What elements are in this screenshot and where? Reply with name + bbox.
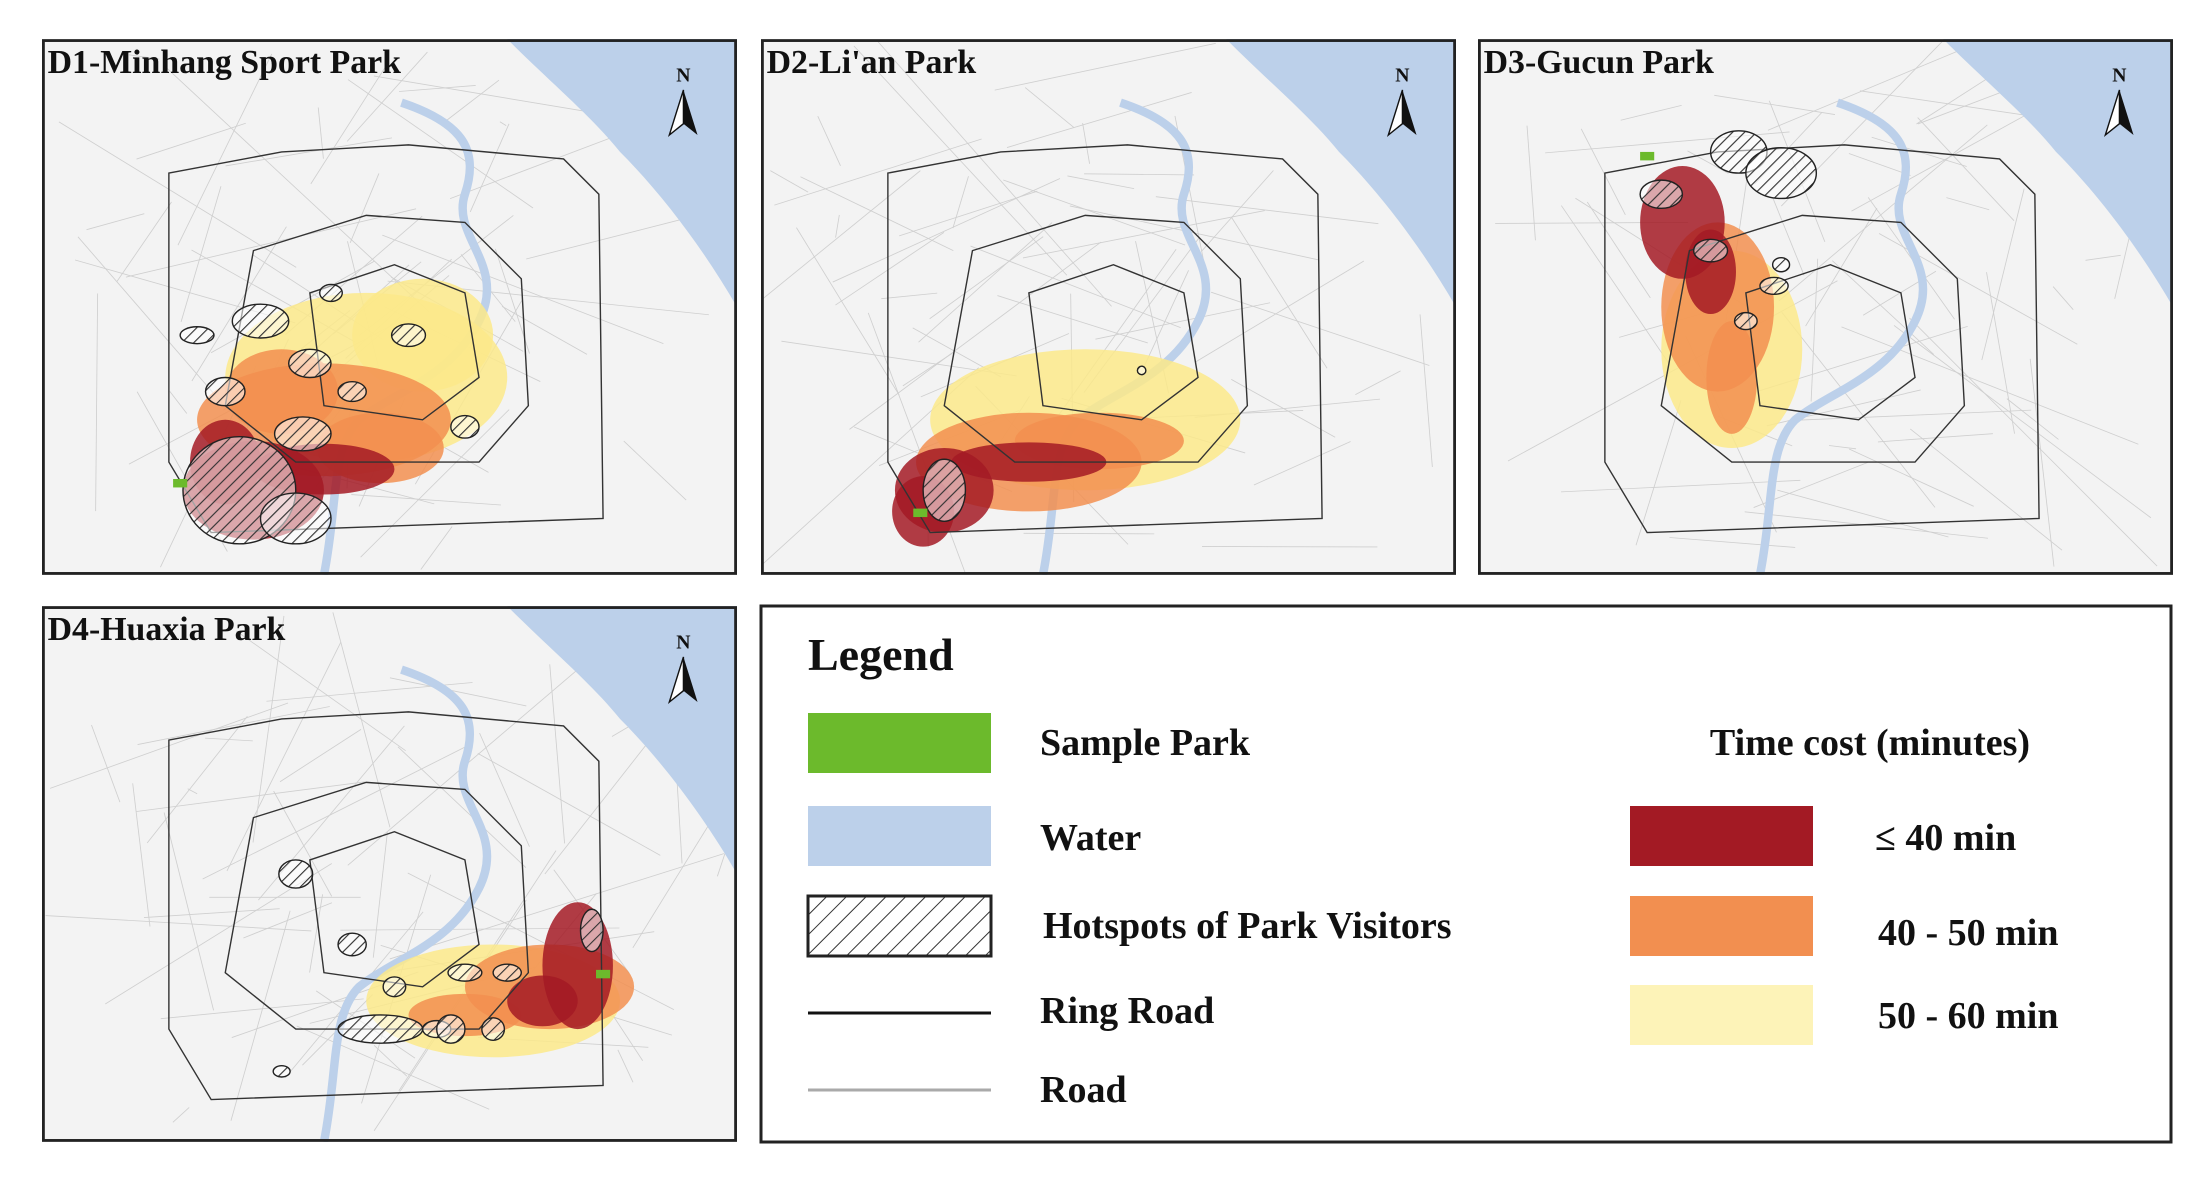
hotspot: [275, 417, 331, 451]
legend-label: Hotspots of Park Visitors: [1043, 905, 1452, 947]
hotspot: [1735, 313, 1758, 330]
road: [1202, 546, 1377, 547]
swatch-hotspot: [808, 896, 991, 956]
north-label: N: [676, 64, 690, 86]
hotspot: [1137, 366, 1145, 374]
swatch-40: [1630, 806, 1813, 866]
panel-title: D1-Minhang Sport Park: [48, 44, 402, 81]
swatch-60: [1630, 985, 1813, 1045]
hotspot: [338, 933, 366, 956]
sample-park: [913, 509, 927, 517]
hotspot: [232, 304, 288, 338]
legend-label: Ring Road: [1040, 990, 1214, 1032]
hotspot: [923, 459, 965, 521]
sample-park: [596, 970, 610, 978]
north-label: N: [1395, 64, 1409, 86]
time-cost-title: Time cost (minutes): [1710, 722, 2030, 764]
time-cost-zone: [1706, 321, 1757, 434]
time-cost-label: ≤ 40 min: [1875, 817, 2016, 859]
hotspot: [437, 1015, 465, 1043]
hotspot: [289, 349, 331, 377]
swatch-park: [808, 713, 991, 773]
panel-title: D4-Huaxia Park: [48, 611, 286, 648]
hotspot: [392, 324, 426, 347]
hotspot: [1746, 148, 1816, 199]
map-panel: N D1-Minhang Sport Park: [42, 39, 737, 575]
hotspot: [206, 377, 245, 405]
sample-park: [173, 479, 187, 487]
hotspot: [279, 860, 313, 888]
sample-park: [1640, 152, 1654, 160]
hotspot: [261, 493, 331, 544]
hotspot: [338, 1015, 423, 1043]
hotspot: [320, 284, 343, 301]
time-cost-label: 40 - 50 min: [1878, 912, 2059, 954]
legend-label: Sample Park: [1040, 722, 1251, 764]
legend-title: Legend: [808, 629, 954, 680]
time-cost-label: 50 - 60 min: [1878, 995, 2059, 1037]
hotspot: [383, 977, 406, 997]
hotspot: [1694, 239, 1728, 262]
legend: Legend Sample Park Water Hotspots of Par…: [761, 606, 2171, 1142]
map-panel: N D3-Gucun Park: [1478, 39, 2173, 575]
hotspot: [1760, 277, 1788, 294]
swatch-50: [1630, 896, 1813, 956]
legend-frame: [761, 606, 2171, 1142]
hotspot: [273, 1066, 290, 1077]
legend-label: Water: [1040, 817, 1141, 859]
hotspot: [451, 416, 479, 439]
panel-title: D3-Gucun Park: [1484, 44, 1714, 81]
hotspot: [1773, 258, 1790, 272]
north-label: N: [676, 631, 690, 653]
swatch-water: [808, 806, 991, 866]
map-panel: N D2-Li'an Park: [761, 39, 1456, 575]
north-label: N: [2112, 64, 2126, 86]
hotspot: [180, 327, 214, 344]
hotspot: [1640, 180, 1682, 208]
road: [1024, 533, 1155, 534]
time-cost-zone: [507, 976, 577, 1027]
hotspot: [338, 382, 366, 402]
panel-title: D2-Li'an Park: [767, 44, 977, 81]
hotspot: [493, 964, 521, 981]
hotspot: [482, 1018, 505, 1041]
hotspot: [581, 909, 604, 951]
map-panel: N D4-Huaxia Park: [42, 606, 737, 1142]
hotspot: [448, 964, 482, 981]
legend-label: Road: [1040, 1069, 1127, 1111]
